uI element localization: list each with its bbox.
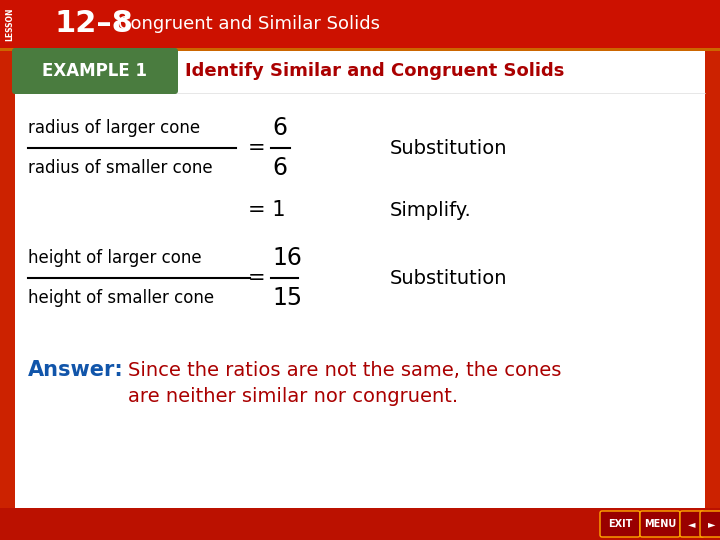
Text: Substitution: Substitution <box>390 138 508 158</box>
Text: 6: 6 <box>272 156 287 180</box>
Text: = 1: = 1 <box>248 200 286 220</box>
Text: height of smaller cone: height of smaller cone <box>28 289 214 307</box>
Text: MENU: MENU <box>644 519 676 529</box>
Text: EXAMPLE 1: EXAMPLE 1 <box>42 62 148 80</box>
Text: Since the ratios are not the same, the cones: Since the ratios are not the same, the c… <box>128 361 562 380</box>
Text: are neither similar nor congruent.: are neither similar nor congruent. <box>128 387 458 406</box>
FancyBboxPatch shape <box>600 511 640 537</box>
Text: Identify Similar and Congruent Solids: Identify Similar and Congruent Solids <box>185 62 564 80</box>
Bar <box>0 508 720 540</box>
Bar <box>15 51 705 508</box>
Text: Congruent and Similar Solids: Congruent and Similar Solids <box>118 15 380 33</box>
Text: 6: 6 <box>272 116 287 140</box>
Text: =: = <box>248 138 266 158</box>
Text: 12–8: 12–8 <box>55 10 134 38</box>
Text: =: = <box>248 268 266 288</box>
Text: 16: 16 <box>272 246 302 270</box>
FancyBboxPatch shape <box>680 511 704 537</box>
Bar <box>0 48 720 51</box>
Text: ►: ► <box>708 519 716 529</box>
Text: Answer:: Answer: <box>28 360 124 380</box>
FancyBboxPatch shape <box>700 511 720 537</box>
Text: EXIT: EXIT <box>608 519 632 529</box>
Text: height of larger cone: height of larger cone <box>28 249 202 267</box>
Text: Simplify.: Simplify. <box>390 200 472 219</box>
Text: ◄: ◄ <box>688 519 696 529</box>
Text: LESSON: LESSON <box>6 7 14 40</box>
FancyBboxPatch shape <box>640 511 680 537</box>
Text: radius of smaller cone: radius of smaller cone <box>28 159 212 177</box>
Bar <box>0 0 720 48</box>
FancyBboxPatch shape <box>12 48 178 94</box>
Text: Substitution: Substitution <box>390 268 508 287</box>
Text: 15: 15 <box>272 286 302 310</box>
Text: radius of larger cone: radius of larger cone <box>28 119 200 137</box>
